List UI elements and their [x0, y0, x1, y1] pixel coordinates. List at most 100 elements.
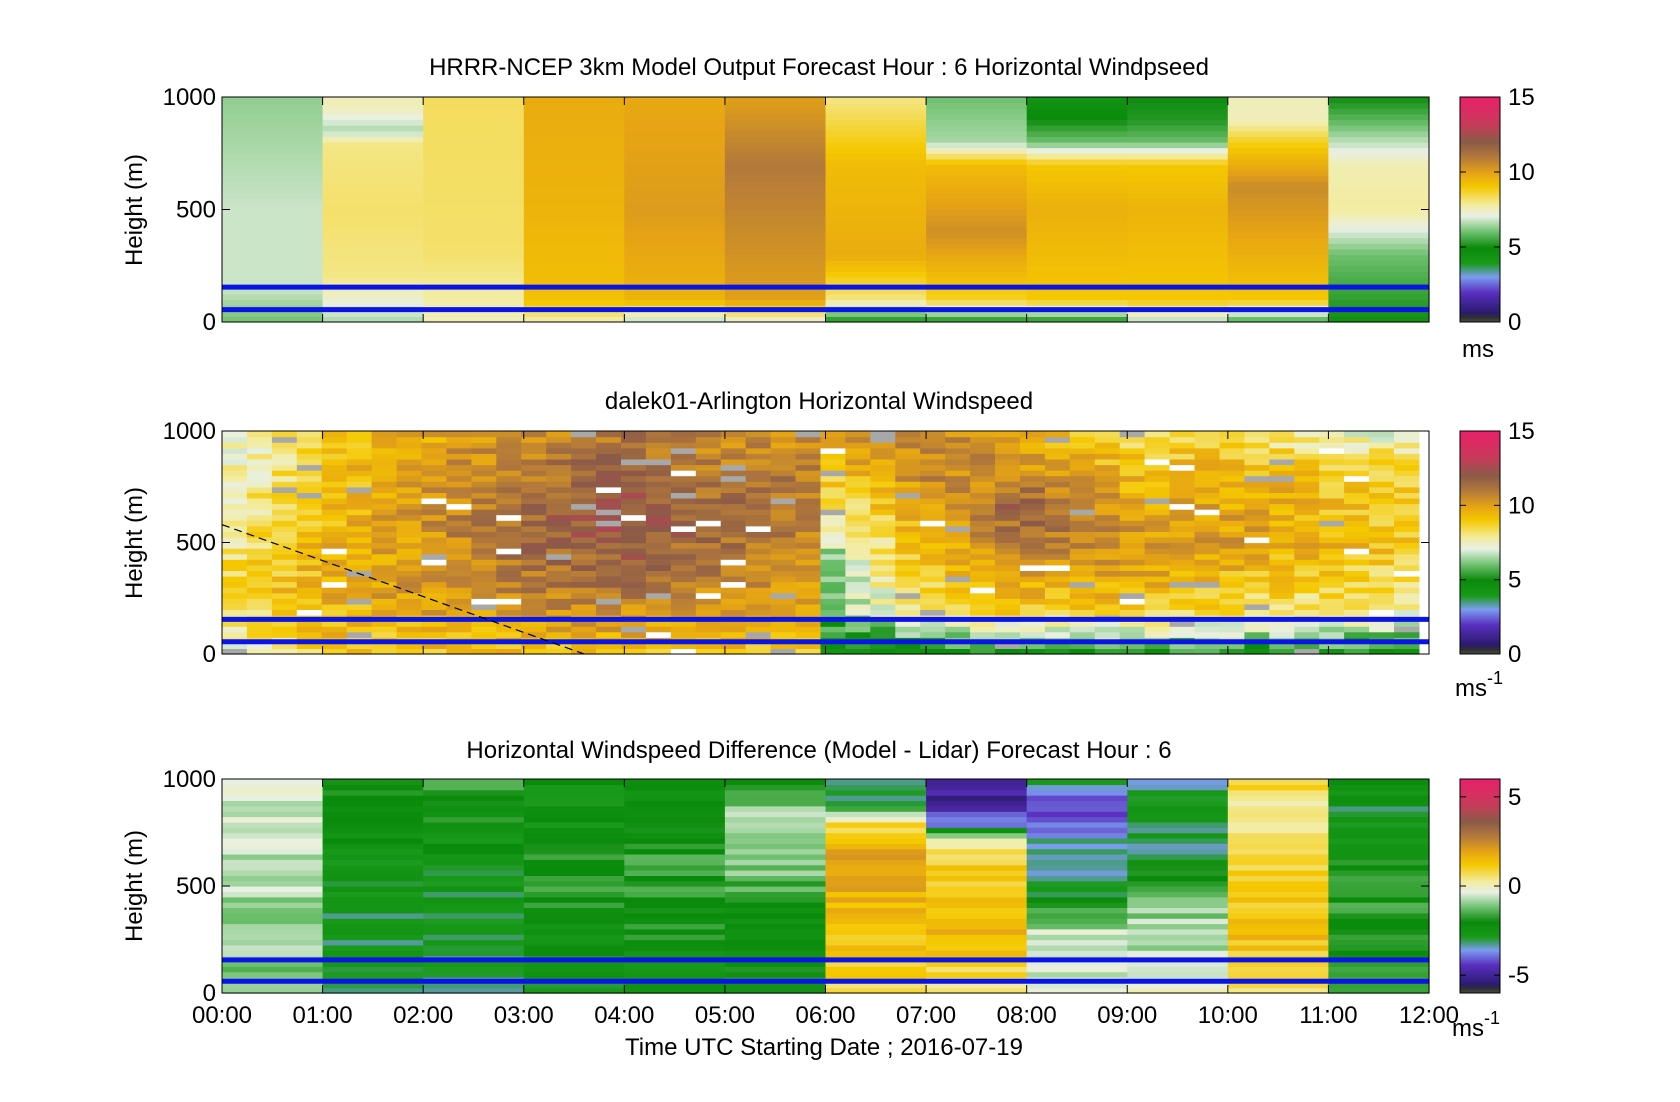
heatmap-cell	[945, 514, 971, 521]
heatmap-cell	[296, 553, 323, 560]
heatmap-cell	[820, 536, 846, 544]
heatmap-cell	[321, 447, 348, 454]
heatmap-cell	[926, 944, 1028, 951]
heatmap-cell	[1144, 592, 1171, 599]
heatmap-cell	[423, 125, 525, 132]
heatmap-cell	[895, 575, 921, 583]
heatmap-cell	[995, 509, 1021, 516]
heatmap-cell	[621, 464, 647, 471]
heatmap-cell	[1244, 531, 1270, 538]
heatmap-cell	[571, 575, 597, 583]
heatmap-cell	[222, 431, 248, 438]
heatmap-cell	[945, 453, 971, 460]
heatmap-cell	[1219, 464, 1245, 471]
heatmap-cell	[1144, 570, 1171, 577]
heatmap-cell	[820, 598, 846, 605]
heatmap-cell	[895, 453, 921, 460]
heatmap-cell	[1294, 481, 1320, 488]
heatmap-cell	[596, 603, 622, 610]
heatmap-cell	[1026, 158, 1128, 166]
heatmap-cell	[423, 288, 525, 295]
heatmap-cell	[322, 299, 424, 306]
heatmap-cell	[271, 598, 298, 605]
heatmap-cell	[271, 575, 298, 583]
heatmap-cell	[1169, 648, 1196, 655]
heatmap-cell	[1244, 525, 1270, 532]
heatmap-cell	[1169, 592, 1196, 599]
heatmap-cell	[222, 821, 324, 828]
heatmap-cell	[523, 982, 625, 989]
heatmap-cell	[724, 243, 827, 250]
heatmap-cell	[1144, 536, 1171, 544]
heatmap-cell	[1144, 497, 1171, 505]
heatmap-cell	[1127, 237, 1229, 244]
heatmap-cell	[523, 203, 625, 211]
heatmap-cell	[1169, 520, 1196, 527]
heatmap-cell	[222, 142, 324, 149]
heatmap-cell	[322, 966, 424, 973]
heatmap-cell	[1227, 277, 1329, 284]
heatmap-cell	[1144, 464, 1171, 471]
heatmap-cell	[920, 620, 946, 627]
heatmap-cell	[521, 525, 547, 532]
heatmap-cell	[920, 436, 946, 443]
heatmap-cell	[1344, 592, 1370, 599]
heatmap-cell	[222, 620, 248, 627]
heatmap-cell	[1244, 486, 1270, 493]
heatmap-cell	[546, 497, 572, 505]
heatmap-cell	[724, 896, 827, 903]
heatmap-cell	[945, 631, 971, 638]
heatmap-cell	[720, 570, 747, 577]
heatmap-cell	[770, 570, 797, 577]
heatmap-cell	[321, 570, 348, 577]
heatmap-cell	[845, 542, 871, 549]
heatmap-cell	[423, 153, 525, 160]
heatmap-cell	[1227, 966, 1329, 973]
heatmap-cell	[471, 431, 497, 438]
heatmap-cell	[296, 575, 323, 583]
heatmap-cell	[1227, 102, 1329, 109]
heatmap-cell	[1119, 592, 1146, 599]
heatmap-cell	[1319, 536, 1345, 544]
heatmap-cell	[396, 458, 423, 466]
heatmap-cell	[745, 548, 772, 555]
heatmap-cell	[1194, 581, 1220, 588]
heatmap-cell	[222, 158, 324, 166]
heatmap-cell	[624, 170, 726, 177]
x-tick-label: 09:00	[1097, 1002, 1157, 1029]
heatmap-cell	[1244, 620, 1270, 627]
heatmap-cell	[471, 509, 497, 516]
heatmap-cell	[970, 631, 996, 638]
heatmap-cell	[1194, 575, 1220, 583]
heatmap-cell	[670, 587, 697, 594]
heatmap-cell	[1020, 436, 1046, 443]
heatmap-cell	[970, 481, 996, 488]
heatmap-cell	[421, 587, 447, 594]
heatmap-cell	[1020, 559, 1046, 566]
heatmap-cell	[222, 310, 324, 317]
heatmap-cell	[496, 531, 522, 538]
heatmap-cell	[523, 310, 625, 317]
heatmap-cell	[1119, 542, 1146, 549]
heatmap-cell	[1094, 514, 1121, 521]
heatmap-cell	[571, 592, 597, 599]
heatmap-cell	[770, 542, 797, 549]
heatmap-cell	[920, 525, 946, 532]
heatmap-cell	[1227, 789, 1329, 796]
heatmap-cell	[1194, 559, 1220, 566]
heatmap-cell	[322, 902, 424, 908]
heatmap-cell	[926, 119, 1028, 126]
heatmap-cell	[1344, 626, 1370, 633]
y-tick-label: 0	[203, 641, 216, 668]
heatmap-cell	[970, 598, 996, 605]
chart-title: dalek01-Arlington Horizontal Windspeed	[605, 388, 1033, 415]
heatmap-cell	[222, 520, 248, 527]
heatmap-cell	[523, 805, 625, 812]
heatmap-cell	[1127, 859, 1229, 866]
heatmap-cell	[645, 553, 672, 560]
heatmap-cell	[1020, 587, 1046, 594]
heatmap-cell	[1294, 626, 1320, 633]
heatmap-cell	[471, 536, 497, 544]
heatmap-cell	[371, 648, 398, 655]
heatmap-cell	[321, 575, 348, 583]
